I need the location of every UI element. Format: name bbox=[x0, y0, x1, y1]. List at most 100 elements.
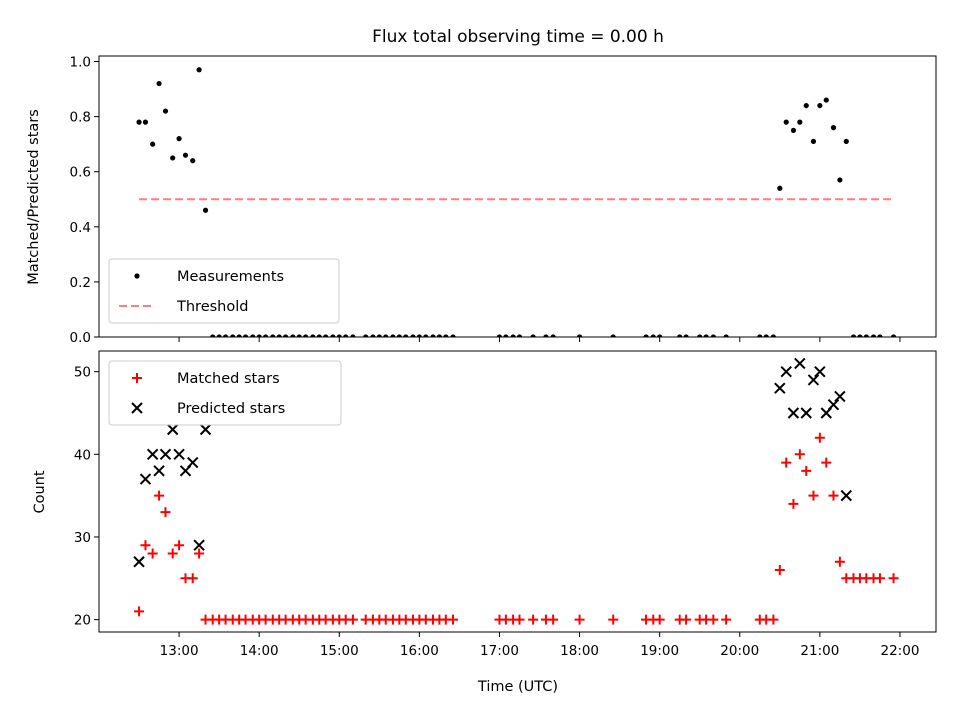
measurement-point bbox=[703, 334, 709, 337]
matched-stars-point bbox=[708, 614, 719, 625]
measurement-point bbox=[443, 334, 449, 337]
predicted-stars-point bbox=[840, 489, 853, 502]
measurement-point bbox=[757, 334, 763, 337]
matched-stars-point bbox=[548, 614, 559, 625]
measurement-point bbox=[516, 334, 523, 337]
y-tick-label: 0.8 bbox=[70, 110, 91, 126]
y-tick-label: 1.0 bbox=[70, 55, 91, 71]
matched-stars-point bbox=[721, 614, 732, 625]
matched-stars-point bbox=[608, 614, 619, 625]
measurement-point bbox=[190, 158, 196, 164]
measurement-point bbox=[396, 334, 402, 337]
matched-stars-point bbox=[448, 614, 459, 625]
predicted-stars-point bbox=[814, 365, 826, 378]
matched-stars-point bbox=[134, 606, 145, 617]
measurement-point bbox=[610, 334, 616, 337]
measurement-point bbox=[830, 125, 837, 131]
legend-measurement-swatch bbox=[134, 273, 140, 279]
x-tick-label: 16:00 bbox=[400, 643, 439, 659]
measurement-point bbox=[376, 334, 382, 337]
measurement-point bbox=[643, 334, 649, 337]
measurement-point bbox=[416, 334, 422, 337]
matched-stars-point bbox=[821, 457, 832, 468]
measurement-point bbox=[390, 334, 396, 337]
measurement-point bbox=[823, 97, 829, 103]
measurement-point bbox=[783, 119, 789, 125]
matched-stars-point bbox=[874, 573, 885, 584]
matched-stars-point bbox=[174, 540, 185, 551]
measurement-point bbox=[763, 334, 769, 337]
measurement-point bbox=[430, 334, 436, 337]
matched-stars-point bbox=[654, 614, 665, 625]
legend-label: Predicted stars bbox=[177, 401, 285, 417]
matched-stars-point bbox=[187, 573, 198, 584]
measurement-point bbox=[530, 334, 536, 337]
measurement-point bbox=[383, 334, 389, 337]
legend-box bbox=[108, 360, 342, 426]
measurement-point bbox=[510, 334, 516, 337]
x-axis-label: Time (UTC) bbox=[477, 679, 558, 695]
measurement-point bbox=[496, 334, 503, 337]
measurement-point bbox=[303, 334, 309, 337]
measurement-point bbox=[503, 334, 509, 337]
measurement-point bbox=[343, 334, 349, 337]
measurement-point bbox=[450, 334, 456, 337]
measurement-point bbox=[336, 334, 342, 337]
measurement-point bbox=[330, 334, 336, 337]
predicted-stars-point bbox=[187, 456, 199, 469]
matched-stars-point bbox=[781, 457, 792, 468]
legend-label: Threshold bbox=[176, 299, 248, 315]
matched-stars-point bbox=[814, 432, 825, 443]
measurement-point bbox=[236, 334, 242, 337]
matched-stars-point bbox=[768, 614, 779, 625]
legend: Measurements Threshold bbox=[108, 258, 340, 324]
y-tick-label: 0.0 bbox=[70, 330, 91, 346]
predicted-stars-point bbox=[774, 382, 786, 394]
x-tick-label: 17:00 bbox=[480, 643, 519, 659]
top-y-axis-label: Matched/Predicted stars bbox=[26, 109, 42, 285]
predicted-stars-point bbox=[139, 473, 152, 485]
measurement-point bbox=[723, 334, 729, 337]
predicted-stars-point bbox=[794, 357, 806, 370]
matched-stars-point bbox=[194, 548, 205, 559]
matched-stars-point bbox=[140, 540, 151, 551]
measurement-point bbox=[316, 334, 322, 337]
measurement-point bbox=[283, 334, 289, 337]
x-tick-label: 18:00 bbox=[560, 643, 599, 659]
matched-stars-point bbox=[834, 556, 845, 567]
predicted-stars-point bbox=[780, 365, 792, 378]
measurement-point bbox=[423, 334, 429, 337]
measurement-point bbox=[290, 334, 296, 337]
measurement-point bbox=[210, 334, 216, 337]
x-tick-label: 22:00 bbox=[881, 643, 920, 659]
legend-matched-swatch bbox=[132, 373, 142, 383]
measurement-point bbox=[803, 102, 809, 109]
data-layer bbox=[133, 357, 899, 625]
measurement-point bbox=[817, 102, 823, 109]
legend-label: Matched stars bbox=[177, 371, 280, 387]
measurement-point bbox=[657, 334, 663, 337]
matched-stars-point bbox=[788, 498, 799, 509]
measurement-point bbox=[410, 334, 416, 337]
predicted-stars-point bbox=[834, 390, 846, 403]
measurement-point bbox=[250, 334, 256, 337]
bottom-y-axis-label: Count bbox=[32, 470, 48, 513]
matched-stars-point bbox=[528, 614, 539, 625]
measurement-point bbox=[363, 334, 369, 337]
series-predicted-stars bbox=[133, 357, 853, 568]
plot-frame bbox=[98, 350, 937, 633]
predicted-stars-point bbox=[787, 407, 800, 419]
measurement-point bbox=[890, 334, 897, 337]
measurement-point bbox=[550, 334, 556, 337]
matched-stars-point bbox=[574, 614, 585, 625]
measurement-point bbox=[142, 119, 149, 125]
measurement-point bbox=[323, 334, 329, 337]
measurement-point bbox=[276, 334, 282, 337]
x-tick-label: 15:00 bbox=[320, 643, 359, 659]
measurement-point bbox=[850, 334, 857, 337]
legend: Matched stars Predicted stars bbox=[108, 360, 342, 426]
predicted-stars-point bbox=[146, 448, 159, 461]
chart-title: Flux total observing time = 0.00 h bbox=[372, 27, 664, 47]
x-tick-label: 20:00 bbox=[720, 643, 759, 659]
